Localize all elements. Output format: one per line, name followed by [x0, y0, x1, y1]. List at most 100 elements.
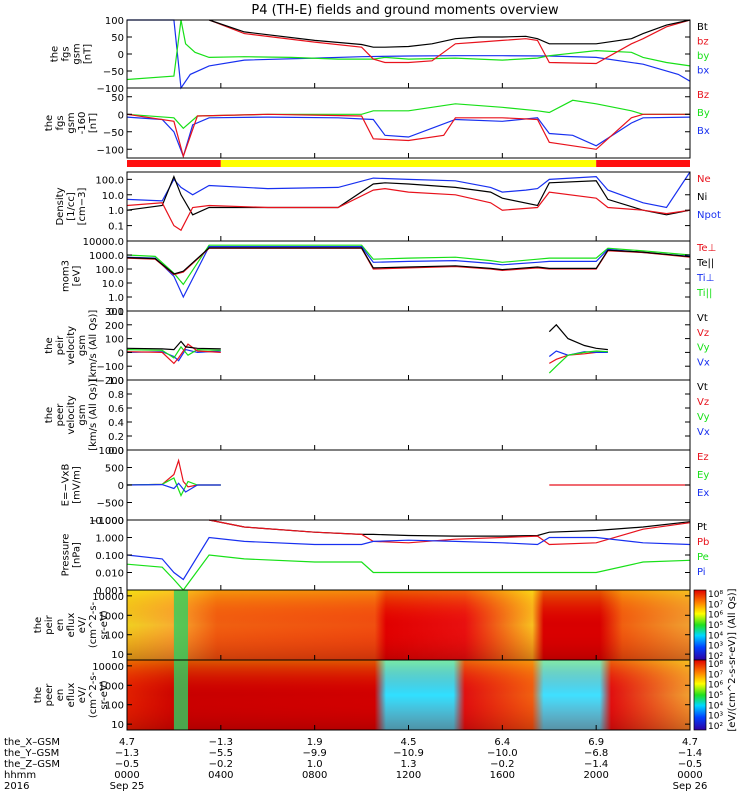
x-tick-label: −6.8	[584, 748, 608, 759]
y-tick-label: 0.100	[95, 551, 124, 562]
y-axis-label: -160	[77, 112, 88, 135]
x-tick-label: 1.3	[401, 759, 417, 770]
panel-fgs_zoom: 50 0 −50 −100 the fgs gsm -160 [nT] Bz By Bx	[44, 87, 710, 159]
y-axis-label: [nPa]	[72, 542, 83, 568]
series-line-red	[126, 187, 691, 232]
x-tick-label: −1.3	[209, 737, 233, 748]
y-axis-label: Density	[55, 187, 66, 225]
y-axis-label: [km/s (All Qs)]	[88, 379, 99, 451]
series-line-black	[126, 340, 221, 351]
x-tick-label: 4.7	[682, 737, 698, 748]
x-tick-label: −9.9	[303, 748, 327, 759]
y-tick-label: 10000	[92, 592, 124, 603]
x-tick-label: 0000	[677, 770, 702, 781]
x-tick-label: 0000	[114, 770, 139, 781]
legend-label: Bt	[697, 22, 708, 33]
series-line-green	[126, 345, 221, 359]
y-axis-label: eV/	[77, 616, 88, 633]
y-axis-label: [mV/m]	[72, 466, 83, 504]
y-axis-label: gsm	[66, 112, 77, 133]
x-axis-row-label: hhmm	[4, 770, 36, 781]
panel-frame	[126, 379, 691, 451]
legend-label: Vy	[697, 412, 710, 423]
panel-frame	[126, 310, 691, 381]
y-tick-label: 10	[111, 720, 124, 731]
legend-label: Vx	[697, 427, 710, 438]
y-tick-label: 100	[105, 631, 124, 642]
y-axis-label: peir	[44, 614, 55, 634]
colorbar-tick-label: 10⁴	[708, 701, 723, 711]
legend-label: Pb	[697, 537, 709, 548]
colorbar-tick-label: 10⁴	[708, 631, 723, 641]
x-tick-label: 1200	[396, 770, 421, 781]
y-tick-label: 50	[111, 33, 124, 44]
x-tick-label: 4.5	[401, 737, 417, 748]
y-tick-label: 0.1	[108, 307, 124, 318]
colorbar	[693, 659, 707, 731]
colorbar-tick-label: 10⁸	[708, 590, 723, 600]
y-axis-label: mom3	[61, 260, 72, 292]
legend-label: Ey	[697, 470, 709, 481]
legend-label: Pt	[697, 522, 707, 533]
y-axis-label: (cm^2-s-	[88, 671, 99, 718]
legend-label: Bz	[697, 90, 709, 101]
series-line-green	[126, 554, 691, 591]
legend-label: Pi	[697, 567, 706, 578]
panel-fgs: 100 50 0 −50 −100 the fgs gsm [nT] Bt bz by bx	[50, 16, 710, 95]
y-tick-label: 1000	[99, 611, 124, 622]
legend-label: By	[697, 108, 710, 119]
legend-label: bx	[697, 66, 709, 77]
y-axis-label: the	[33, 617, 44, 633]
x-tick-label: 1.0	[307, 759, 323, 770]
series-line-black	[208, 519, 691, 537]
y-axis-label: fgs	[55, 115, 66, 130]
panel-frame	[126, 87, 691, 159]
y-axis-label: fgs	[61, 46, 72, 61]
y-tick-label: 100	[105, 16, 124, 27]
mode-bar-segment	[220, 160, 597, 167]
mode-bar-segment	[596, 160, 690, 167]
series-line-blue	[126, 246, 691, 299]
panel-peer_velocity: 1.0 0.8 0.6 0.4 0.2 0.0 the peer velocity gsm [km/…	[44, 376, 710, 457]
legend-label: Vx	[697, 357, 710, 368]
x-tick-label: Sep 25	[110, 781, 145, 792]
y-tick-label: 10.0	[102, 191, 124, 202]
legend-label: Te||	[696, 258, 714, 269]
x-tick-label: 0800	[302, 770, 327, 781]
y-axis-label: velocity	[66, 395, 77, 434]
y-axis-label: the	[44, 337, 55, 353]
y-tick-label: 500	[105, 464, 124, 475]
colorbar-tick-label: 10²	[708, 722, 723, 732]
y-axis-label: eflux	[66, 683, 77, 708]
colorbar-tick-label: 10⁷	[708, 670, 723, 680]
y-axis-label: gsm	[77, 335, 88, 356]
legend-label: Ex	[697, 488, 709, 499]
panel-temperature: 10000.0 1000.0 100.0 10.0 1.0 0.1 mom3 [eV] Te⊥ T…	[61, 237, 717, 318]
series-line-red	[208, 19, 691, 65]
series-line-blue	[126, 536, 691, 581]
series-line-blue	[126, 116, 691, 159]
y-axis-label: Pressure	[61, 534, 72, 577]
legend-label: Ti⊥	[696, 273, 714, 284]
legend-label: Te⊥	[696, 243, 716, 254]
y-tick-label: 1.000	[95, 534, 124, 545]
series-line-blue	[126, 348, 221, 362]
series-line-red	[208, 519, 691, 546]
colorbar	[693, 589, 707, 661]
x-tick-label: 4.7	[119, 737, 135, 748]
x-axis-row-label: the_Z–GSM	[4, 759, 60, 770]
y-tick-label: −50	[103, 67, 124, 78]
x-tick-label: 2000	[583, 770, 608, 781]
colorbar-tick-label: 10⁶	[708, 611, 723, 621]
series-line-green	[548, 350, 608, 374]
colorbar-tick-label: 10²	[708, 652, 723, 662]
spectrogram-band	[173, 590, 188, 660]
y-tick-label: 1000	[99, 446, 124, 457]
y-tick-label: 0	[118, 50, 124, 61]
x-tick-label: 1.9	[307, 737, 323, 748]
panel-frame	[126, 19, 691, 89]
y-axis-label: E=−VxB	[61, 464, 72, 507]
